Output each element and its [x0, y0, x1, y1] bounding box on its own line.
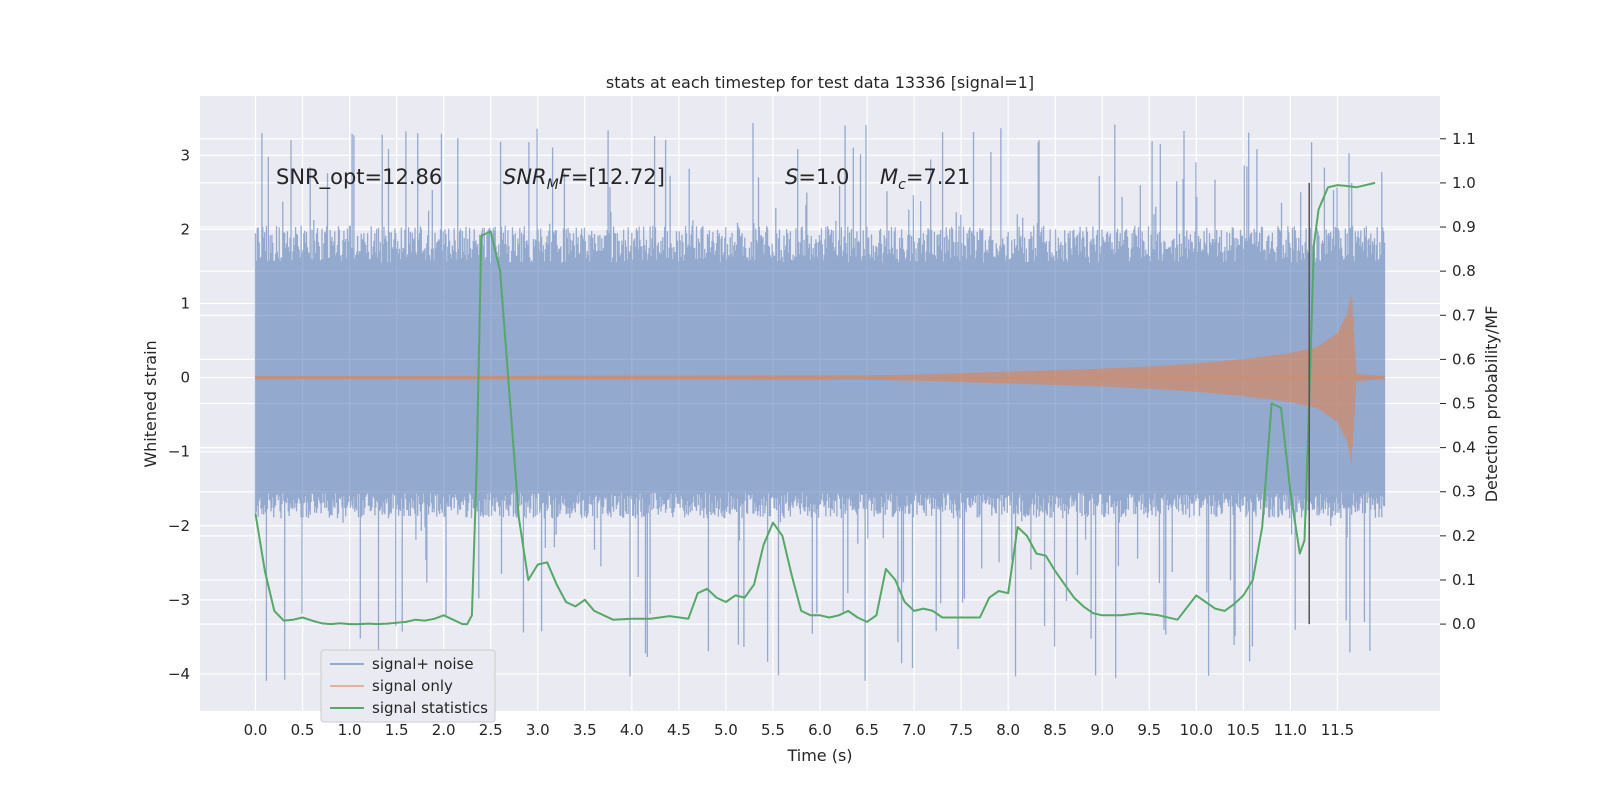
- snr-mf-rest-f: F: [559, 165, 572, 189]
- snr-mf-sub: M: [547, 177, 559, 193]
- y-right-tick-label: 1.1: [1452, 130, 1476, 148]
- annotation-mc: Mc=7.21: [880, 165, 970, 193]
- x-tick-label: 0.0: [244, 721, 268, 739]
- x-tick-label: 11.5: [1321, 721, 1354, 739]
- y-left-tick-label: −4: [168, 665, 190, 683]
- x-tick-label: 10.0: [1180, 721, 1213, 739]
- x-tick-label: 8.0: [996, 721, 1020, 739]
- y-left-tick-label: −3: [168, 591, 190, 609]
- x-tick-label: 2.5: [479, 721, 503, 739]
- x-tick-label: 5.5: [761, 721, 785, 739]
- annotations: SNR_opt=12.86 SNRMF=[12.72] S=1.0 Mc=7.2…: [276, 165, 970, 193]
- plot-content: [254, 123, 1386, 681]
- y-right-tick-label: 0.8: [1452, 262, 1476, 280]
- y-right-tick-label: 0.5: [1452, 395, 1476, 413]
- x-tick-label: 10.5: [1227, 721, 1260, 739]
- annotation-snr-opt: SNR_opt=12.86: [276, 165, 442, 190]
- axis-ticks: 0.0 0.5 1.0 1.5 2.0 2.5 3.0 3.5 4.0 4.5 5.0 5.5 6.0 6…: [168, 130, 1476, 739]
- annotation-snr-mf: SNRMF=[12.72]: [503, 165, 665, 193]
- y-right-tick-label: 0.3: [1452, 483, 1476, 501]
- y-right-tick-label: 1.0: [1452, 174, 1476, 192]
- mc-sub: c: [898, 177, 906, 193]
- s-rest: =1.0: [798, 165, 849, 189]
- y-right-tick-label: 0.4: [1452, 439, 1476, 457]
- snr-mf-base: SNR: [503, 165, 547, 189]
- y-axis-left-label: Whitened strain: [141, 340, 160, 467]
- y-left-tick-label: −2: [168, 517, 190, 535]
- x-tick-label: 0.5: [291, 721, 315, 739]
- x-tick-label: 1.5: [385, 721, 409, 739]
- x-tick-label: 3.5: [573, 721, 597, 739]
- x-tick-label: 4.0: [620, 721, 644, 739]
- x-tick-label: 4.5: [667, 721, 691, 739]
- y-right-tick-label: 0.9: [1452, 218, 1476, 236]
- y-left-tick-label: 3: [180, 146, 190, 164]
- x-tick-label: 6.0: [808, 721, 832, 739]
- legend: signal+ noise signal only signal statist…: [320, 649, 496, 723]
- snr-mf-value: =[12.72]: [571, 165, 665, 189]
- series-signal-only: [254, 294, 1386, 463]
- s-base: S: [785, 165, 798, 189]
- y-axis-right-label: Detection probability/MF: [1482, 306, 1501, 503]
- x-tick-label: 8.5: [1043, 721, 1067, 739]
- x-tick-label: 9.5: [1137, 721, 1161, 739]
- x-tick-label: 5.0: [714, 721, 738, 739]
- x-tick-label: 2.0: [432, 721, 456, 739]
- mc-rest: =7.21: [906, 165, 970, 189]
- legend-label-signal: signal only: [372, 677, 453, 695]
- x-tick-label: 6.5: [855, 721, 879, 739]
- y-right-tick-label: 0.1: [1452, 571, 1476, 589]
- y-right-tick-label: 0.2: [1452, 527, 1476, 545]
- x-tick-label: 7.5: [949, 721, 973, 739]
- x-tick-label: 9.0: [1090, 721, 1114, 739]
- legend-label-noise: signal+ noise: [372, 655, 474, 673]
- legend-label-stats: signal statistics: [372, 699, 488, 717]
- x-tick-label: 1.0: [338, 721, 362, 739]
- y-left-tick-label: 1: [180, 294, 190, 312]
- y-left-tick-label: 2: [180, 220, 190, 238]
- legend-box: [320, 649, 496, 723]
- x-tick-label: 3.0: [526, 721, 550, 739]
- x-axis-label: Time (s): [786, 746, 852, 765]
- y-right-tick-label: 0.0: [1452, 615, 1476, 633]
- y-right-tick-label: 0.7: [1452, 306, 1476, 324]
- mc-base: M: [880, 165, 898, 189]
- series-signal-statistics: [254, 181, 1376, 626]
- annotation-s: S=1.0: [785, 165, 849, 189]
- x-tick-label: 11.0: [1274, 721, 1307, 739]
- y-left-tick-label: 0: [180, 369, 190, 387]
- chart-title: stats at each timestep for test data 133…: [606, 73, 1034, 92]
- y-left-tick-label: −1: [168, 443, 190, 461]
- y-right-tick-label: 0.6: [1452, 350, 1476, 368]
- series-stats-path: [254, 181, 1376, 626]
- x-tick-label: 7.0: [902, 721, 926, 739]
